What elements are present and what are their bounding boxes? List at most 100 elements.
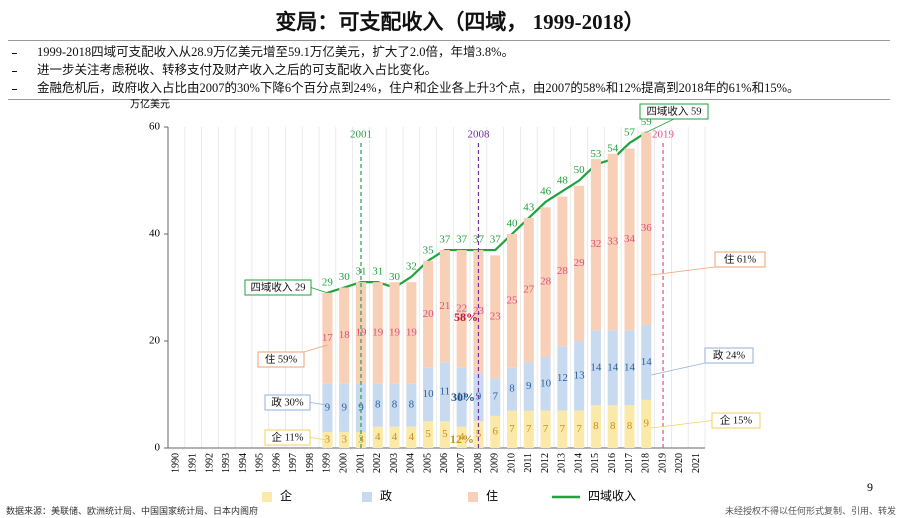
data-label: 29: [322, 276, 334, 288]
x-tick-label: 1996: [271, 453, 282, 473]
bar-segment: [372, 426, 383, 448]
bar-segment: [557, 196, 568, 347]
x-tick-label: 1991: [187, 453, 198, 473]
data-label: 10: [423, 388, 435, 400]
bar-segment: [641, 132, 652, 325]
bar-segment: [339, 383, 350, 432]
legend-swatch: [362, 492, 372, 502]
data-label: 59: [641, 116, 653, 128]
annotation: 政 30%: [271, 395, 304, 408]
data-label: 5: [442, 428, 448, 440]
x-tick-label: 2003: [389, 453, 400, 473]
data-label: 3: [325, 434, 331, 446]
data-label: 17: [322, 332, 334, 344]
legend-label: 住: [486, 489, 498, 503]
data-label: 57: [624, 127, 636, 139]
bar-segment: [423, 260, 434, 368]
bullet: [12, 88, 17, 90]
data-label: 6: [492, 425, 498, 437]
data-label: 8: [392, 399, 398, 411]
x-tick-label: 2007: [456, 453, 467, 473]
x-tick-label: 2010: [506, 453, 517, 473]
bar-segment: [490, 378, 501, 416]
data-label: 4: [392, 431, 398, 443]
x-tick-label: 1992: [204, 453, 215, 473]
x-tick-label: 1995: [255, 453, 266, 473]
bullet: [12, 52, 17, 54]
bar-segment: [439, 421, 450, 448]
data-label: 8: [409, 399, 415, 411]
data-label: 31: [372, 266, 383, 278]
data-label: 19: [406, 327, 418, 339]
data-label: 53: [590, 148, 602, 160]
bar-segment: [557, 410, 568, 448]
bar-segment: [355, 383, 367, 432]
annotation-box: [704, 347, 754, 364]
data-label: 9: [358, 401, 364, 413]
legend-swatch: [262, 492, 272, 502]
bar-segment: [372, 383, 383, 427]
bar-segment: [590, 405, 601, 448]
bar-segment: [339, 431, 350, 448]
x-tick-label: 2021: [691, 453, 702, 473]
bar-segment: [607, 153, 618, 331]
annotation: 四域收入 59: [646, 104, 701, 117]
leader-line: [303, 344, 328, 353]
bar-segment: [389, 426, 400, 448]
x-tick-label: 2005: [422, 453, 433, 473]
x-tick-label: 2004: [406, 453, 417, 473]
data-label: 4: [409, 431, 415, 443]
marker-label: 2019: [652, 129, 675, 141]
data-label: 10: [540, 377, 552, 389]
data-label: 33: [607, 236, 619, 248]
data-label: 5: [425, 428, 431, 440]
x-tick-label: 2000: [339, 453, 350, 473]
data-label: 35: [423, 244, 435, 256]
bar-segment: [339, 287, 350, 384]
x-tick-label: 2014: [573, 453, 584, 473]
bar-segment: [456, 426, 467, 448]
annotation-box: [714, 251, 766, 268]
data-label: 8: [375, 399, 381, 411]
x-tick-label: 1997: [288, 453, 299, 473]
bar-segment: [540, 357, 551, 411]
data-label: 28: [557, 265, 569, 277]
note: 金融危机后，政府收入占比由2007的30%下降6个百分点到24%，住户和企业各上…: [8, 79, 890, 97]
annotation: 住 59%: [265, 352, 298, 365]
bar-segment: [607, 330, 618, 406]
legend-label: 四域收入: [588, 489, 636, 503]
x-tick-label: 2001: [355, 453, 366, 473]
data-label: 7: [576, 423, 582, 435]
bar-segment: [506, 234, 518, 368]
bar-segment: [406, 426, 417, 448]
data-label: 8: [610, 420, 616, 432]
data-label: 18: [339, 329, 351, 341]
data-label: 14: [624, 361, 636, 373]
bar-segment: [574, 410, 585, 448]
bar-segment: [423, 421, 434, 448]
data-label: 5: [476, 428, 482, 440]
leader-line: [646, 118, 675, 133]
x-tick-label: 2016: [607, 453, 618, 473]
note: 1999-2018四域可支配收入从28.9万亿美元增至59.1万亿美元，扩大了2…: [8, 43, 890, 61]
data-label: 7: [560, 423, 566, 435]
annotation-box: [244, 279, 312, 296]
data-label: 22: [456, 302, 467, 314]
data-label: 8: [509, 383, 515, 395]
x-tick-label: 2018: [641, 453, 652, 473]
bar-segment: [506, 410, 518, 448]
data-label: 27: [523, 284, 535, 296]
leader-line: [309, 437, 328, 441]
y-tick-label: 60: [149, 121, 161, 133]
data-label: 11: [440, 385, 451, 397]
bar-segment: [523, 362, 534, 411]
data-label: 8: [627, 420, 633, 432]
bar-segment: [406, 282, 417, 384]
data-label: 36: [641, 222, 653, 234]
marker-label: 2008: [467, 129, 490, 141]
bullet: [12, 70, 17, 72]
data-label: 34: [624, 233, 636, 245]
bar-segment: [523, 217, 534, 363]
bar-segment: [439, 250, 450, 363]
